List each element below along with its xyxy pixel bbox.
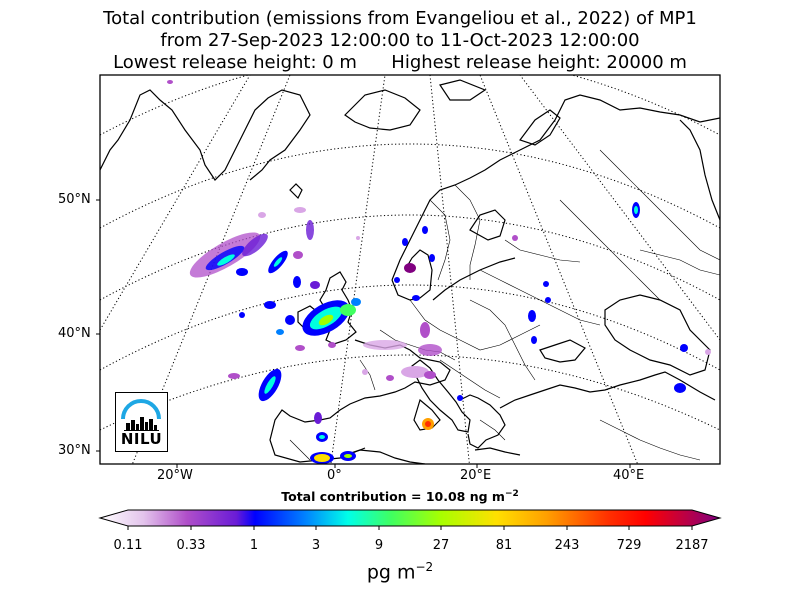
nilu-logo: NILU	[115, 392, 168, 452]
title-line-2: from 27-Sep-2023 12:00:00 to 11-Oct-2023…	[160, 30, 640, 51]
lat-label-50n: 50°N	[58, 192, 91, 207]
colorbar-tick-label: 2187	[675, 538, 709, 553]
colorbar-tick-label: 243	[554, 538, 580, 553]
lon-label-20e: 20°E	[460, 468, 492, 483]
lon-label-40e: 40°E	[613, 468, 645, 483]
colorbar-tick-label: 27	[432, 538, 450, 553]
nilu-logo-text: NILU	[120, 430, 163, 448]
lon-label-0: 0°	[327, 468, 342, 483]
title-line-3: Lowest release height: 0 m Highest relea…	[113, 52, 687, 73]
colorbar-tick-label: 9	[374, 538, 384, 553]
country-borders	[289, 149, 720, 461]
title-line-1: Total contribution (emissions from Evang…	[103, 8, 697, 29]
lon-label-20w: 20°W	[157, 468, 193, 483]
lat-label-40n: 40°N	[58, 326, 91, 341]
total-contribution-label: Total contribution = 10.08 ng m−2	[281, 489, 519, 505]
colorbar-tick-label: 0.33	[176, 538, 206, 553]
nilu-logo-mark	[121, 399, 161, 431]
colorbar-units: pg m−2	[366, 560, 434, 584]
colorbar-tick-label: 729	[616, 538, 642, 553]
colorbar-tick-label: 0.11	[113, 538, 143, 553]
lat-ticks	[96, 199, 100, 452]
colorbar	[98, 509, 722, 530]
lon-ticks	[176, 464, 631, 468]
colorbar-tick-label: 81	[495, 538, 513, 553]
concentration-field	[167, 80, 711, 464]
colorbar-tick-label: 3	[311, 538, 321, 553]
map-frame	[99, 74, 721, 465]
lat-label-30n: 30°N	[58, 443, 91, 458]
coastlines	[100, 79, 720, 464]
colorbar-tick-label: 1	[249, 538, 259, 553]
